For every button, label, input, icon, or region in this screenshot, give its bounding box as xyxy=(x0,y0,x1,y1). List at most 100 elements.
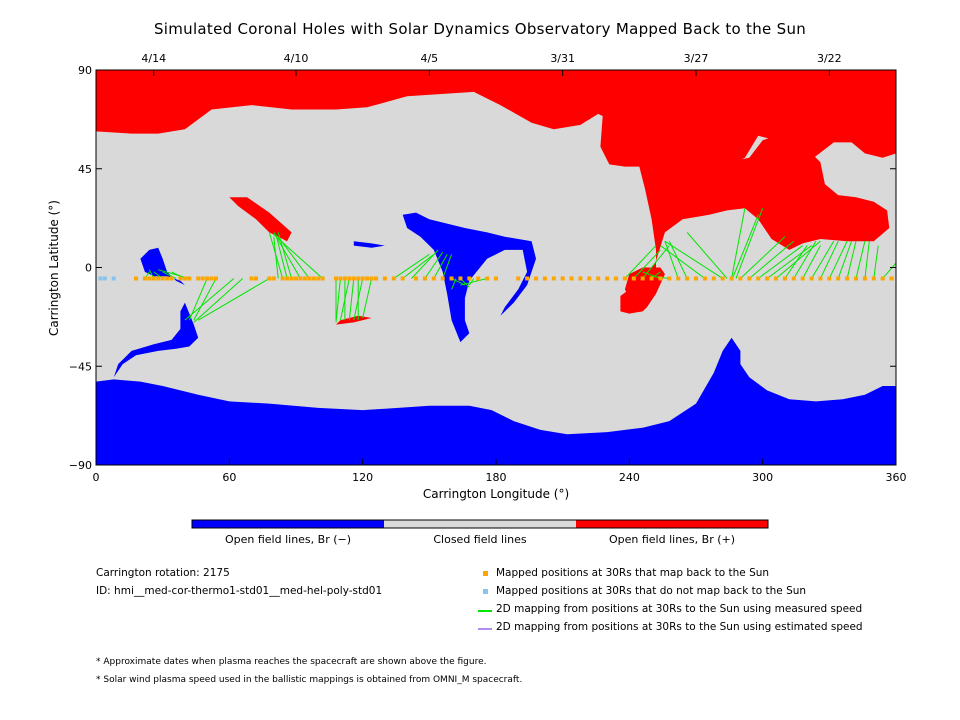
mapped-point-back-81 xyxy=(765,276,770,281)
orange-square-icon xyxy=(482,571,488,576)
mapped-point-back-19 xyxy=(271,276,276,281)
measured-speed-line-11 xyxy=(273,236,279,279)
measured-speed-line-24 xyxy=(362,278,373,319)
measured-speed-line-12 xyxy=(275,234,288,279)
x-tick-label-5: 300 xyxy=(752,471,773,484)
mapped-point-back-70 xyxy=(667,276,672,281)
legend-label: 2D mapping from positions at 30Rs to the… xyxy=(496,621,863,633)
legend-item-mapped-back: Mapped positions at 30Rs that map back t… xyxy=(474,564,863,582)
measured-speed-line-51 xyxy=(740,236,786,279)
measured-speed-line-8 xyxy=(193,278,244,323)
coronal-hole-negative-8 xyxy=(353,241,385,248)
measured-speed-line-38 xyxy=(633,249,661,279)
y-tick-label-0: −90 xyxy=(69,459,92,472)
mapped-point-back-88 xyxy=(827,276,832,281)
measured-speed-line-59 xyxy=(811,240,835,279)
measured-speed-line-46 xyxy=(664,240,723,279)
measured-speed-line-55 xyxy=(775,240,821,279)
info-block: Carrington rotation: 2175 ID: hmi__med-c… xyxy=(96,564,382,600)
mapped-point-back-5 xyxy=(160,276,165,281)
measured-speed-line-60 xyxy=(819,240,839,279)
measured-speed-line-56 xyxy=(784,245,808,279)
mapped-point-back-90 xyxy=(845,276,850,281)
mapped-point-back-95 xyxy=(889,276,894,281)
measured-speed-line-25 xyxy=(339,278,350,321)
measured-speed-line-66 xyxy=(873,245,879,279)
plot-area xyxy=(96,70,896,465)
colorbar-label-open-positive: Open field lines, Br (+) xyxy=(608,533,736,546)
mapped-point-back-25 xyxy=(302,276,307,281)
mapped-point-back-14 xyxy=(209,276,214,281)
y-axis-label: Carrington Latitude (°) xyxy=(47,200,61,336)
measured-speed-line-64 xyxy=(855,241,866,279)
mapped-point-back-89 xyxy=(836,276,841,281)
measured-speed-line-29 xyxy=(424,251,444,279)
mapped-point-back-57 xyxy=(551,276,556,281)
mapped-point-back-72 xyxy=(685,276,690,281)
measured-speed-line-67 xyxy=(882,262,896,279)
date-label-1: 4/10 xyxy=(284,52,309,65)
mapped-point-back-40 xyxy=(382,276,387,281)
measured-speed-line-65 xyxy=(864,241,870,279)
green-line-icon xyxy=(478,610,492,612)
colorbar-frame xyxy=(191,519,769,529)
carrington-rotation: Carrington rotation: 2175 xyxy=(96,567,230,579)
mapped-point-back-73 xyxy=(694,276,698,281)
mapped-point-back-16 xyxy=(249,276,254,281)
measured-speed-line-35 xyxy=(460,277,488,286)
mapped-point-back-52 xyxy=(494,276,498,281)
legend-item-estimated-speed: 2D mapping from positions at 30Rs to the… xyxy=(474,618,863,636)
mapped-point-back-49 xyxy=(467,276,472,281)
map-layer xyxy=(96,70,896,465)
mapped-point-back-58 xyxy=(560,276,565,281)
y-tick-label-1: −45 xyxy=(69,360,92,373)
mapped-point-back-23 xyxy=(294,276,298,281)
mapped-point-back-79 xyxy=(747,276,752,281)
legend-label: 2D mapping from positions at 30Rs to the… xyxy=(496,603,863,615)
measured-speed-line-32 xyxy=(451,278,466,286)
measured-speed-line-28 xyxy=(411,249,439,279)
mapped-point-back-43 xyxy=(414,276,418,281)
mapped-point-back-4 xyxy=(156,276,161,281)
mapped-point-back-77 xyxy=(729,276,734,281)
mapped-point-back-8 xyxy=(178,276,183,281)
measured-speed-line-31 xyxy=(442,254,453,279)
measured-speed-line-17 xyxy=(268,232,284,279)
legend: Mapped positions at 30Rs that map back t… xyxy=(474,564,863,636)
date-label-4: 3/27 xyxy=(684,52,709,65)
measured-speed-line-19 xyxy=(335,278,341,323)
chart-title: Simulated Coronal Holes with Solar Dynam… xyxy=(153,20,807,38)
mapped-point-back-55 xyxy=(534,276,538,281)
colorbar-closed xyxy=(384,520,576,528)
mapped-point-back-38 xyxy=(369,276,374,281)
measured-speed-line-50 xyxy=(731,214,759,281)
mapped-point-back-11 xyxy=(196,276,201,281)
mapped-point-back-18 xyxy=(267,276,272,281)
measured-speed-line-48 xyxy=(731,208,746,279)
legend-item-measured-speed: 2D mapping from positions at 30Rs to the… xyxy=(474,600,863,618)
mapped-point-back-29 xyxy=(320,276,325,281)
mapped-point-back-31 xyxy=(338,276,343,281)
mapped-point-back-54 xyxy=(525,276,530,281)
colorbar-negative xyxy=(192,520,384,528)
mapped-point-back-93 xyxy=(871,276,876,281)
measured-speed-line-9 xyxy=(197,278,270,321)
mapped-point-back-66 xyxy=(631,276,636,281)
coronal-hole-negative-5 xyxy=(113,302,199,378)
mapped-point-not-back-0 xyxy=(98,276,103,281)
mapped-point-back-75 xyxy=(711,276,716,281)
mapped-point-not-back-2 xyxy=(111,276,116,281)
mapped-point-back-63 xyxy=(605,276,610,281)
mapped-point-back-84 xyxy=(791,276,796,281)
mapped-point-back-28 xyxy=(316,276,321,281)
mapped-point-back-62 xyxy=(596,276,601,281)
measured-speed-line-21 xyxy=(348,278,355,321)
mapped-point-back-80 xyxy=(756,276,761,281)
measured-speed-line-49 xyxy=(735,208,764,279)
mapped-point-back-39 xyxy=(374,276,378,281)
date-label-2: 4/5 xyxy=(420,52,438,65)
mapped-point-back-48 xyxy=(458,276,463,281)
x-tick-label-0: 0 xyxy=(93,471,100,484)
mapped-point-back-45 xyxy=(431,276,436,281)
